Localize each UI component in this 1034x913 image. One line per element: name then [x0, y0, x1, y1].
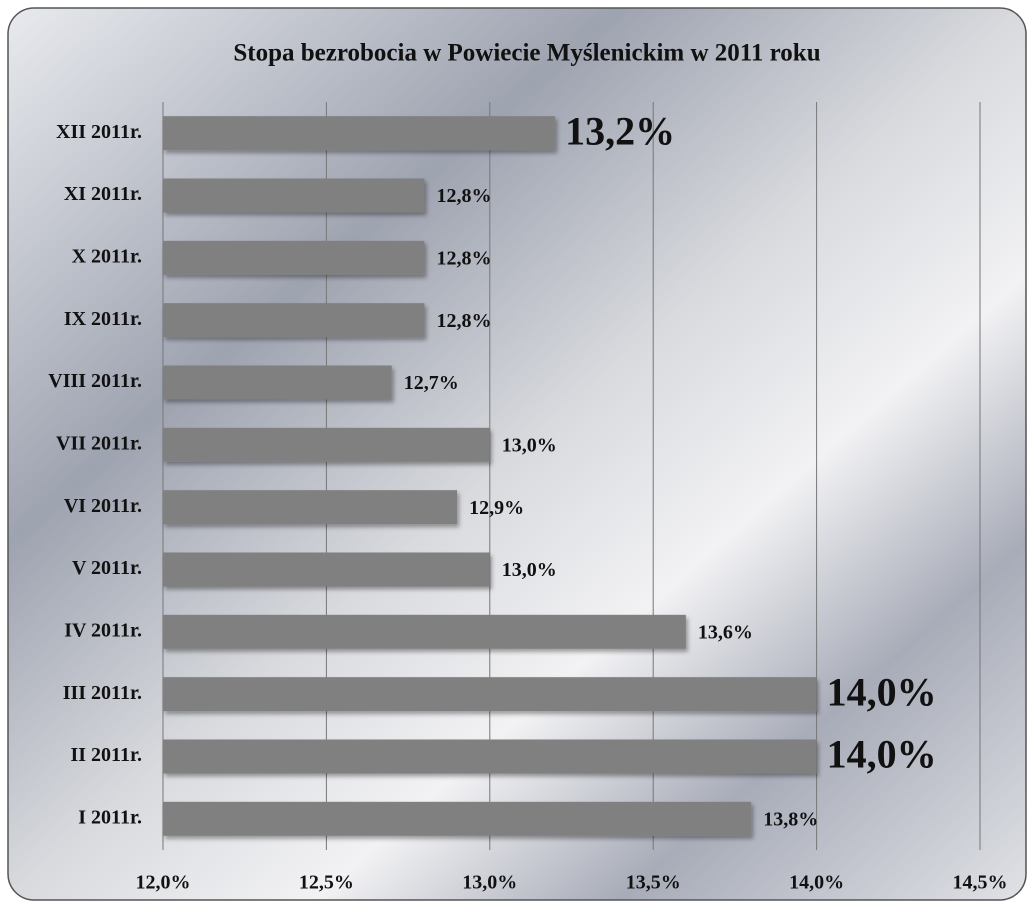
y-tick-label: XI 2011r. — [64, 183, 142, 205]
background — [7, 7, 1027, 901]
y-tick-label: VII 2011r. — [56, 432, 142, 454]
y-tick-label: II 2011r. — [70, 744, 142, 766]
y-tick-label: III 2011r. — [63, 682, 142, 704]
data-label: 13,8% — [763, 808, 818, 830]
y-tick-label: VIII 2011r. — [48, 370, 142, 392]
bar — [163, 303, 425, 338]
bar — [163, 490, 458, 525]
bar — [163, 614, 686, 649]
data-label: 12,8% — [436, 310, 491, 332]
data-label: 12,8% — [436, 247, 491, 269]
y-tick-label: IV 2011r. — [64, 619, 142, 641]
bar — [163, 677, 817, 712]
y-tick-label: IX 2011r. — [64, 308, 142, 330]
y-tick-label: XII 2011r. — [56, 121, 142, 143]
data-label: 14,0% — [827, 669, 937, 714]
data-label: 12,8% — [436, 185, 491, 207]
data-label: 13,0% — [502, 559, 557, 581]
x-tick-label: 14,0% — [789, 872, 844, 894]
x-tick-label: 14,5% — [953, 872, 1008, 894]
data-label: 13,2% — [565, 108, 675, 153]
y-tick-label: I 2011r. — [78, 806, 142, 828]
y-tick-label: V 2011r. — [72, 557, 142, 579]
data-label: 12,7% — [404, 372, 459, 394]
bar — [163, 801, 752, 836]
x-tick-label: 12,0% — [136, 872, 191, 894]
bar — [163, 116, 556, 151]
bar — [163, 240, 425, 275]
data-label: 13,6% — [698, 621, 753, 643]
data-label: 12,9% — [469, 497, 524, 519]
chart-title: Stopa bezrobocia w Powiecie Myślenickim … — [233, 40, 820, 67]
x-tick-label: 13,5% — [626, 872, 681, 894]
bar — [163, 427, 490, 462]
y-tick-label: X 2011r. — [72, 245, 142, 267]
bar — [163, 739, 817, 774]
data-label: 14,0% — [827, 732, 937, 777]
x-tick-label: 13,0% — [462, 872, 517, 894]
bar — [163, 552, 490, 587]
x-tick-label: 12,5% — [299, 872, 354, 894]
y-tick-label: VI 2011r. — [64, 495, 142, 517]
bar — [163, 178, 425, 213]
data-label: 13,0% — [502, 434, 557, 456]
bar — [163, 365, 392, 400]
